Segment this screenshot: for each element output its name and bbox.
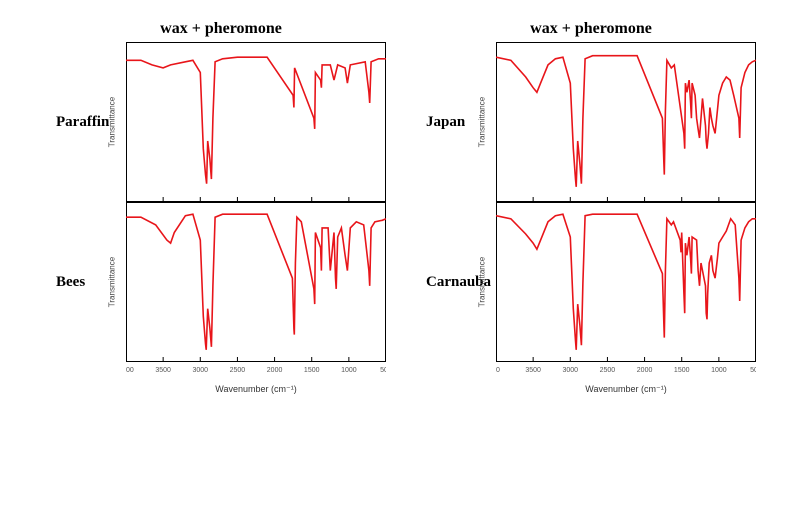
left-column-title: wax + pheromone [160, 20, 282, 38]
columns: wax + pheromone Paraffin Transmittance B… [30, 20, 782, 395]
ylabel-bees: Transmittance [108, 257, 117, 307]
figure-root: wax + pheromone Paraffin Transmittance B… [0, 0, 812, 510]
svg-text:2000: 2000 [267, 367, 283, 374]
plot-carnauba [496, 202, 756, 362]
ylabel-japan: Transmittance [478, 97, 487, 147]
panel-paraffin-row: Paraffin Transmittance [56, 42, 386, 202]
right-column-title: wax + pheromone [530, 20, 652, 38]
svg-text:3500: 3500 [525, 367, 541, 374]
svg-text:1500: 1500 [304, 367, 320, 374]
svg-text:3000: 3000 [192, 367, 208, 374]
xticks-svg-right: 00 3500 3000 2500 2000 1500 1000 500 [496, 362, 756, 378]
svg-text:1000: 1000 [341, 367, 357, 374]
plot-bees [126, 202, 386, 362]
plot-paraffin [126, 42, 386, 202]
svg-text:3000: 3000 [562, 367, 578, 374]
svg-text:1000: 1000 [711, 367, 727, 374]
svg-text:2500: 2500 [600, 367, 616, 374]
plot-japan [496, 42, 756, 202]
svg-text:2500: 2500 [230, 367, 246, 374]
svg-text:2000: 2000 [637, 367, 653, 374]
xticks-svg-left: 4000 3500 3000 2500 2000 1500 1000 500 [126, 362, 386, 378]
left-column: wax + pheromone Paraffin Transmittance B… [56, 20, 386, 395]
svg-text:500: 500 [380, 367, 386, 374]
svg-text:00: 00 [496, 367, 500, 374]
ylabel-paraffin: Transmittance [108, 97, 117, 147]
panel-carnauba-row: Carnauba Transmittance [426, 202, 756, 362]
plot-paraffin-wrap: Transmittance [126, 42, 386, 202]
ylabel-carnauba: Transmittance [478, 257, 487, 307]
svg-text:3500: 3500 [155, 367, 171, 374]
xaxis-label-right: Wavenumber (cm⁻¹) [496, 384, 756, 395]
svg-text:500: 500 [750, 367, 756, 374]
panel-japan-row: Japan Transmittance [426, 42, 756, 202]
xticks-left: 4000 3500 3000 2500 2000 1500 1000 500 [126, 362, 386, 378]
panel-bees-row: Bees Transmittance [56, 202, 386, 362]
xticks-right: 00 3500 3000 2500 2000 1500 1000 500 [496, 362, 756, 378]
xaxis-label-left: Wavenumber (cm⁻¹) [126, 384, 386, 395]
plot-carnauba-wrap: Transmittance [496, 202, 756, 362]
right-column: wax + pheromone Japan Transmittance Carn… [426, 20, 756, 395]
svg-text:4000: 4000 [126, 367, 134, 374]
svg-text:1500: 1500 [674, 367, 690, 374]
plot-japan-wrap: Transmittance [496, 42, 756, 202]
plot-bees-wrap: Transmittance [126, 202, 386, 362]
